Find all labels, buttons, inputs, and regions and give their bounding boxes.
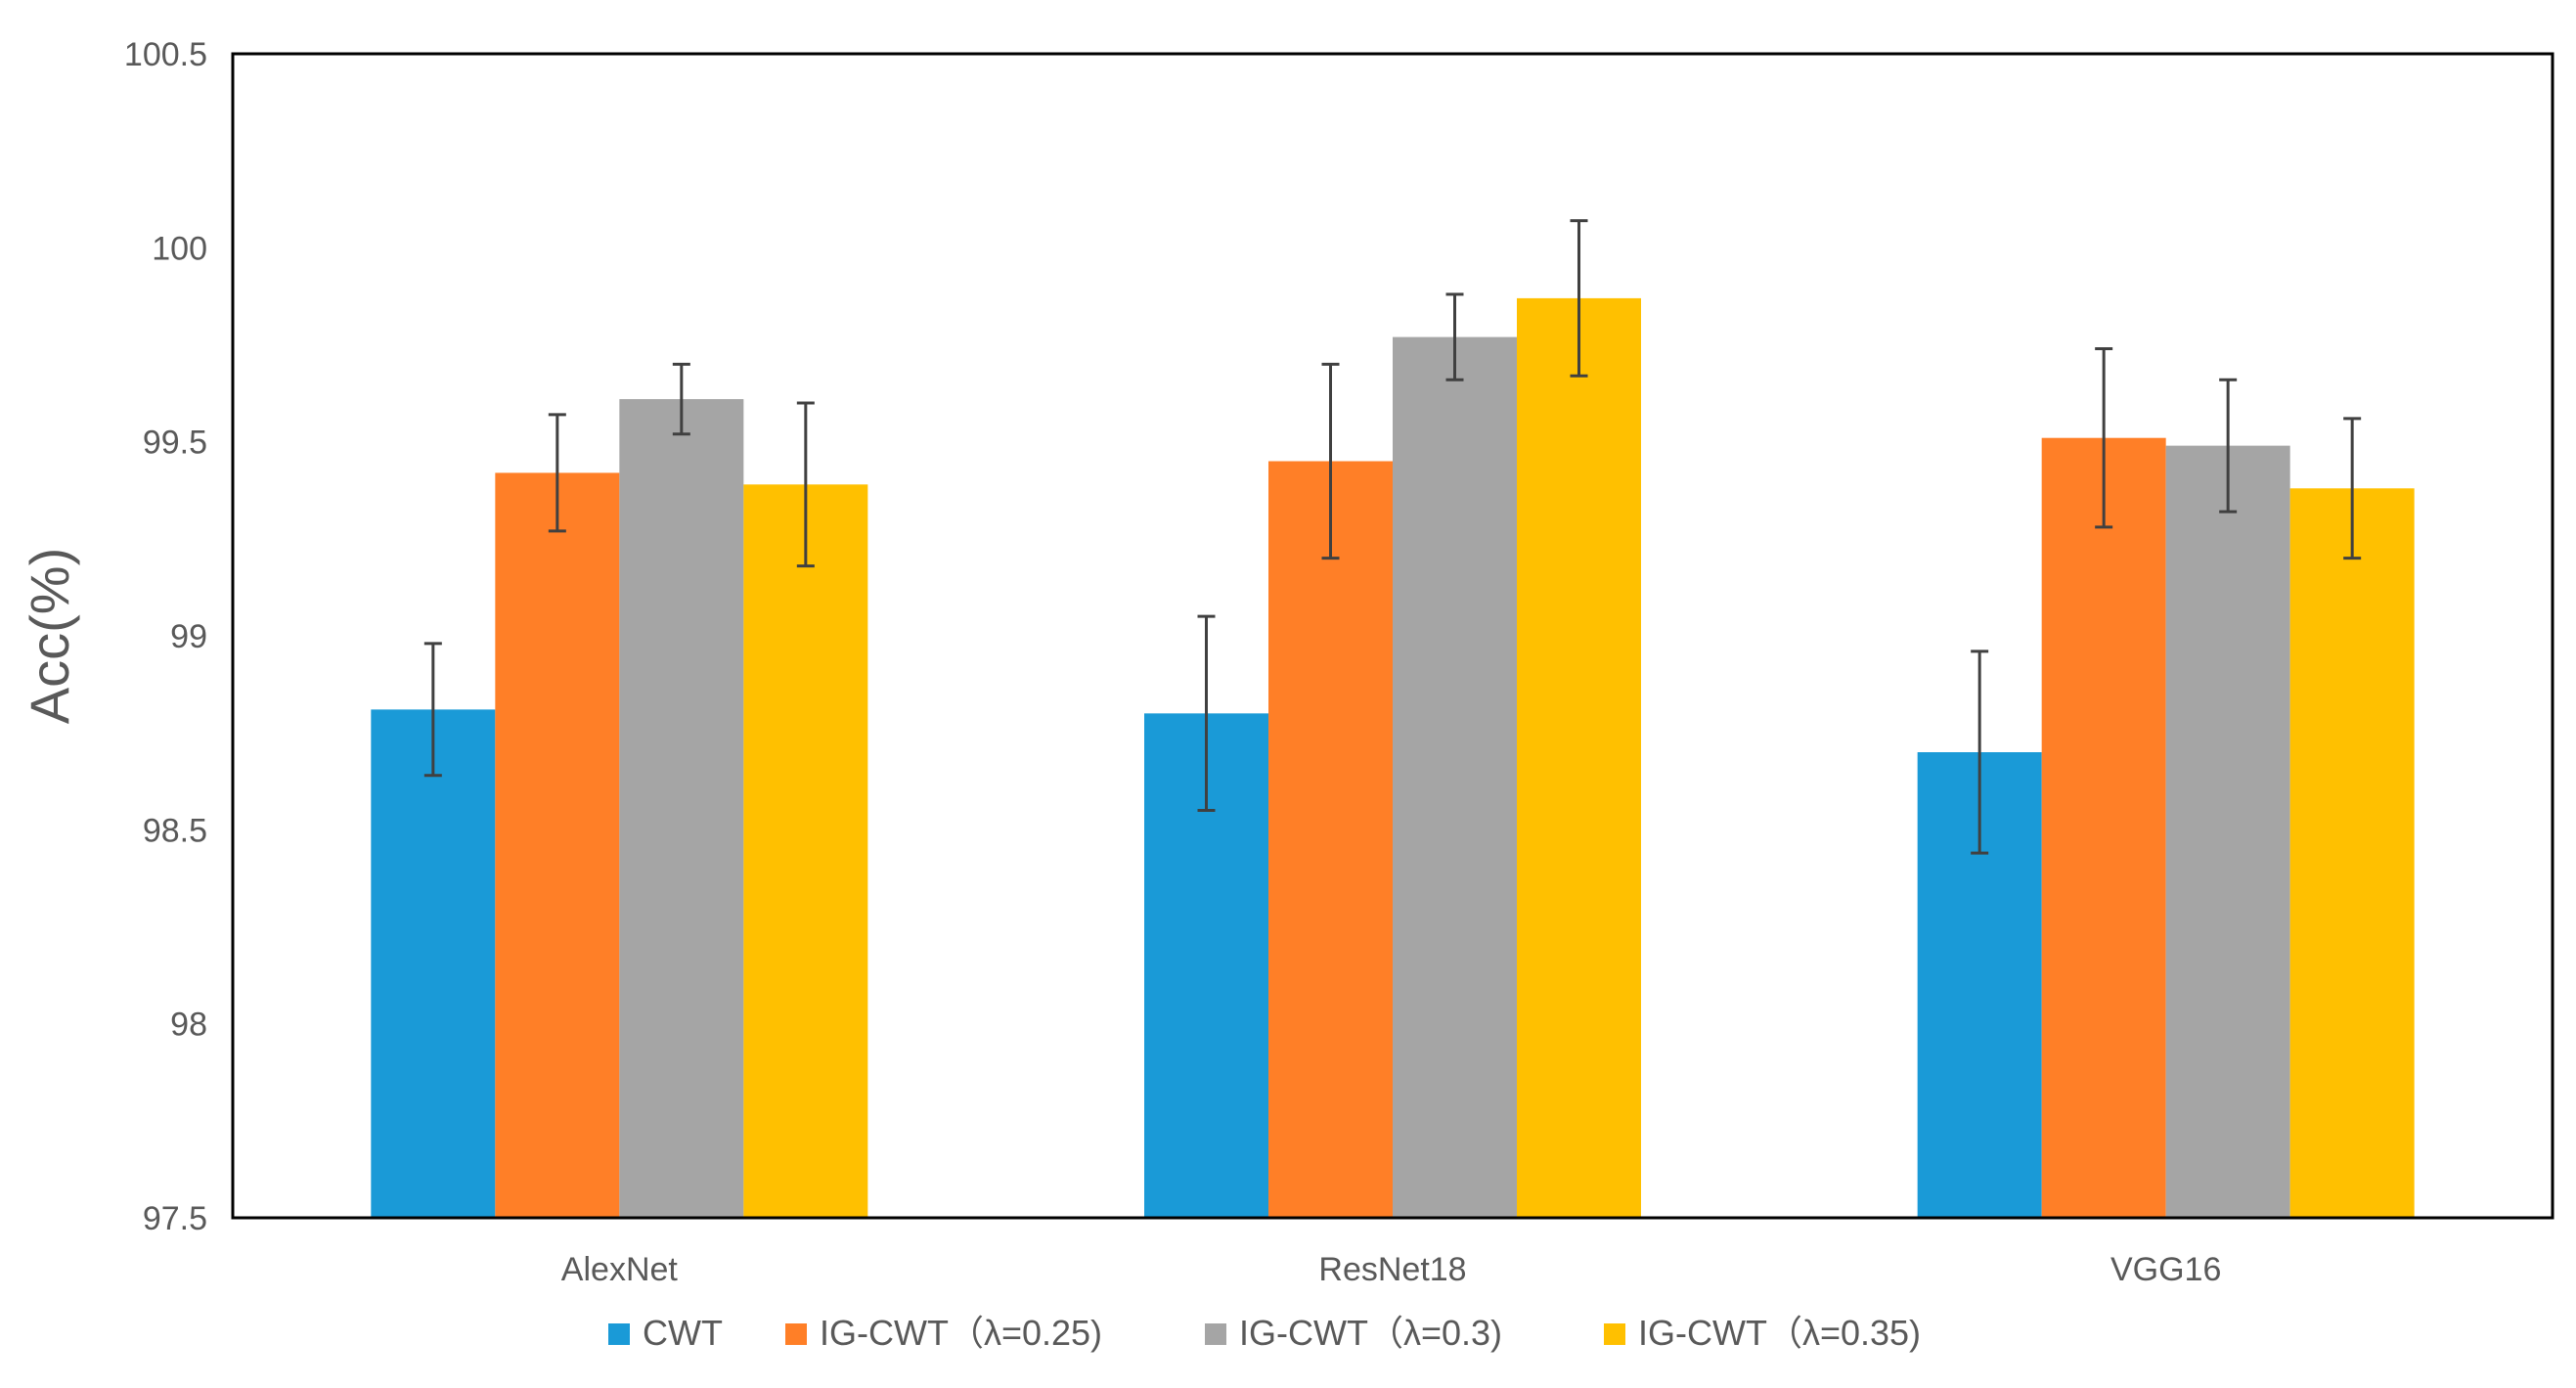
x-category-label: ResNet18: [1318, 1251, 1466, 1288]
legend-label: IG-CWT（λ=0.35): [1638, 1313, 1921, 1353]
y-tick-label: 98: [170, 1007, 207, 1044]
error-bar-vgg16-series-2: [2095, 346, 2113, 529]
error-bar-vgg16-series-1: [1971, 649, 1989, 855]
legend-item: CWT: [608, 1313, 723, 1353]
error-bar-vgg16-series-4: [2343, 417, 2362, 560]
x-category-label: VGG16: [2110, 1251, 2221, 1288]
bar-resnet18-series-3: [1393, 336, 1517, 1219]
error-bar-resnet18-series-2: [1321, 362, 1340, 560]
y-tick-label: 99.5: [143, 425, 207, 462]
y-tick-label: 99: [170, 618, 207, 655]
bar-alexnet-series-1: [371, 709, 496, 1218]
legend-swatch: [1205, 1323, 1226, 1345]
y-tick-label: 98.5: [143, 812, 207, 849]
legend-swatch: [1604, 1323, 1625, 1345]
legend-label: IG-CWT（λ=0.3): [1239, 1313, 1502, 1353]
bar-resnet18-series-2: [1268, 461, 1393, 1218]
error-bar-resnet18-series-1: [1197, 614, 1216, 812]
plot-frame: [231, 52, 2554, 1220]
error-bars-layer: [423, 219, 2362, 855]
legend-label: CWT: [643, 1313, 723, 1353]
legend-swatch: [608, 1323, 630, 1345]
bar-alexnet-series-4: [743, 484, 868, 1218]
bar-vgg16-series-2: [2041, 437, 2166, 1218]
y-tick-label: 100: [152, 230, 207, 267]
error-bar-vgg16-series-3: [2219, 378, 2238, 514]
legend-item: IG-CWT（λ=0.3): [1205, 1313, 1502, 1353]
error-bar-alexnet-series-2: [548, 413, 566, 533]
bar-vgg16-series-4: [2289, 488, 2415, 1218]
error-bar-alexnet-series-1: [423, 642, 442, 778]
error-bar-alexnet-series-3: [672, 362, 690, 436]
error-bar-alexnet-series-4: [796, 401, 815, 568]
error-bar-resnet18-series-4: [1570, 219, 1588, 378]
bars-layer: [371, 297, 2415, 1219]
legend-item: IG-CWT（λ=0.25): [785, 1313, 1102, 1353]
bar-alexnet-series-2: [495, 472, 620, 1218]
legend-label: IG-CWT（λ=0.25): [820, 1313, 1102, 1353]
bar-resnet18-series-4: [1517, 297, 1641, 1218]
legend-item: IG-CWT（λ=0.35): [1604, 1313, 1921, 1353]
legend-swatch: [785, 1323, 807, 1345]
y-tick-label: 97.5: [143, 1200, 207, 1237]
legend: CWT IG-CWT（λ=0.25) IG-CWT（λ=0.3) IG-CWT（λ=0…: [608, 1313, 1921, 1353]
error-bar-resnet18-series-3: [1445, 292, 1464, 381]
bar-alexnet-series-3: [619, 399, 744, 1218]
y-axis: 97.5 98 98.5 99 99.5 100 100.5: [124, 36, 207, 1237]
y-tick-label: 100.5: [124, 36, 207, 73]
x-axis: AlexNet ResNet18 VGG16: [561, 1251, 2222, 1288]
bar-vgg16-series-3: [2165, 445, 2290, 1219]
x-category-label: AlexNet: [561, 1251, 679, 1288]
y-axis-title: Acc(%): [19, 548, 80, 724]
